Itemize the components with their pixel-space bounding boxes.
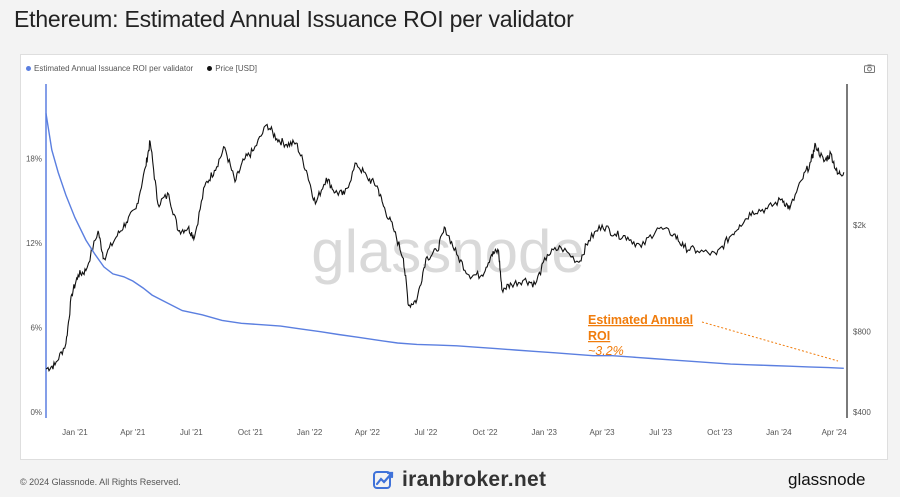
x-tick-label: Jul '21 (180, 428, 203, 437)
x-tick-label: Oct '23 (707, 428, 733, 437)
x-tick-label: Oct '21 (238, 428, 264, 437)
camera-icon[interactable] (864, 64, 875, 76)
y-right-tick-label: $400 (853, 408, 871, 417)
y-left-tick-label: 0% (30, 408, 42, 417)
x-tick-label: Jan '24 (766, 428, 792, 437)
footer-brand[interactable]: iranbroker.net (372, 468, 546, 492)
watermark: glassnode (311, 218, 585, 285)
y-right-tick-label: $2k (853, 221, 867, 230)
legend-item-roi[interactable]: Estimated Annual Issuance ROI per valida… (26, 64, 193, 73)
price-series-line (45, 123, 845, 372)
annotation-arrow (701, 321, 839, 362)
annotation-line1: Estimated Annual (588, 313, 693, 327)
left-y-ticks: 0% 6% 12% 18% (26, 154, 42, 417)
annotation-line2: ROI (588, 329, 610, 343)
y-left-tick-label: 6% (30, 323, 42, 332)
x-tick-label: Jan '23 (531, 428, 557, 437)
x-tick-label: Apr '24 (822, 428, 848, 437)
x-tick-label: Apr '23 (590, 428, 616, 437)
chart-legend: Estimated Annual Issuance ROI per valida… (26, 64, 257, 73)
y-right-tick-label: $800 (853, 327, 871, 336)
y-left-tick-label: 18% (26, 154, 42, 163)
legend-dot-price-icon (207, 66, 213, 71)
brand-chart-icon (373, 471, 394, 489)
x-tick-label: Jan '22 (297, 428, 323, 437)
x-ticks: Jan '21 Apr '21 Jul '21 Oct '21 Jan '22 Apr '… (62, 428, 847, 437)
right-y-ticks: $400 $800 $2k (853, 221, 871, 417)
page-title: Ethereum: Estimated Annual Issuance ROI … (14, 6, 574, 32)
legend-label-price: Price [USD] (215, 64, 257, 73)
legend-item-price[interactable]: Price [USD] (207, 64, 257, 73)
brand-text: iranbroker.net (402, 468, 547, 491)
x-tick-label: Jul '23 (649, 428, 672, 437)
legend-dot-roi-icon (26, 66, 31, 71)
chart-card (20, 54, 888, 460)
copyright-text: © 2024 Glassnode. All Rights Reserved. (20, 477, 181, 487)
glassnode-logo: glassnode (788, 470, 866, 489)
y-left-tick-label: 12% (26, 239, 42, 248)
x-tick-label: Jan '21 (62, 428, 88, 437)
x-tick-label: Apr '21 (120, 428, 146, 437)
x-tick-label: Apr '22 (355, 428, 381, 437)
x-tick-label: Jul '22 (414, 428, 437, 437)
annotation-value: ~3.2% (588, 344, 624, 358)
legend-label-roi: Estimated Annual Issuance ROI per valida… (34, 64, 194, 73)
roi-series-line (45, 113, 844, 369)
x-tick-label: Oct '22 (473, 428, 499, 437)
